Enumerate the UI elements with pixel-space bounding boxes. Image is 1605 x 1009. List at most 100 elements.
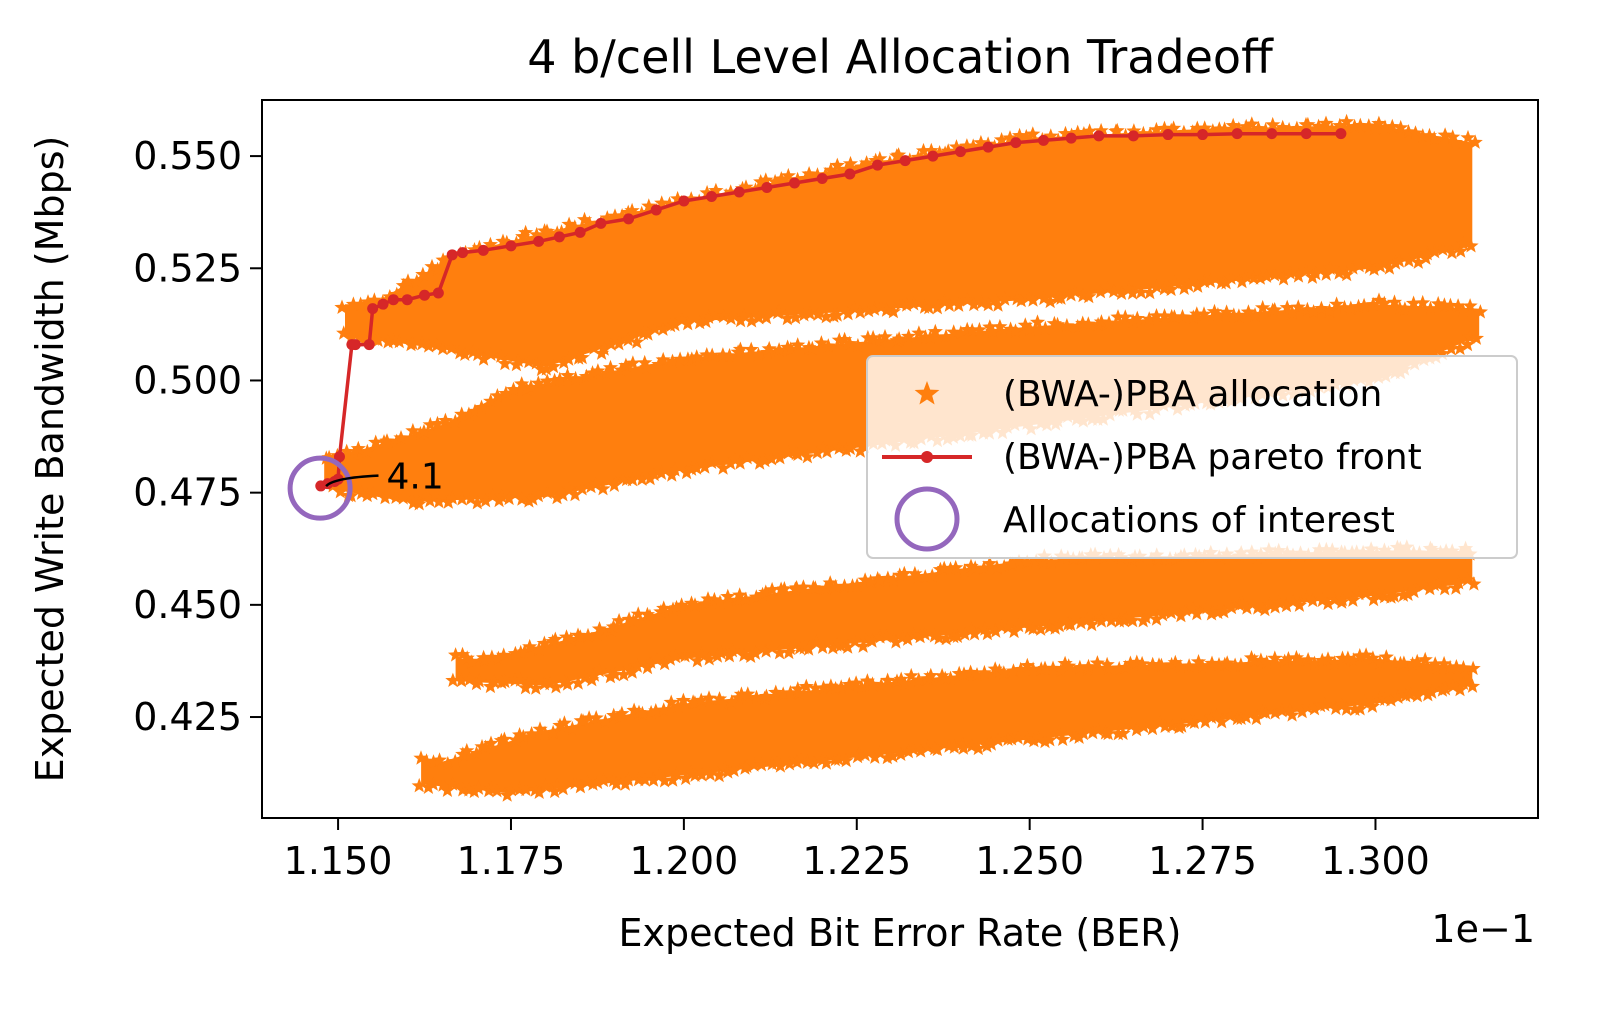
allocation-point xyxy=(1372,258,1388,273)
allocation-point xyxy=(868,152,884,168)
allocation-point xyxy=(1351,585,1367,601)
allocation-point xyxy=(405,422,421,438)
pareto-front-point xyxy=(789,177,801,189)
allocation-point xyxy=(1291,597,1308,612)
allocation-point xyxy=(597,713,613,729)
allocation-point xyxy=(840,306,856,321)
allocation-point xyxy=(1334,591,1350,607)
allocation-point xyxy=(893,671,909,686)
allocation-point xyxy=(1290,299,1306,314)
allocation-point xyxy=(985,323,1001,338)
allocation-point xyxy=(833,679,849,694)
y-tick-label: 0.525 xyxy=(133,246,242,290)
allocation-point xyxy=(764,581,780,597)
allocation-point xyxy=(1463,238,1479,253)
allocation-point xyxy=(782,640,798,656)
allocation-point xyxy=(1134,655,1150,671)
allocation-point xyxy=(476,351,492,366)
pareto-front-point xyxy=(505,240,517,252)
allocation-point xyxy=(1402,686,1418,702)
allocation-point xyxy=(496,731,512,746)
legend-label-allocation: (BWA-)PBA allocation xyxy=(1003,374,1382,415)
allocation-point xyxy=(764,640,780,655)
allocation-point xyxy=(1422,580,1438,596)
allocation-point xyxy=(1085,724,1101,740)
allocation-point xyxy=(1167,654,1183,670)
allocation-point xyxy=(687,597,703,612)
allocation-point xyxy=(1126,123,1142,138)
allocation-point xyxy=(483,780,499,796)
allocation-point xyxy=(1225,117,1241,133)
allocation-point xyxy=(836,578,853,593)
allocation-point xyxy=(539,484,555,500)
allocation-point xyxy=(483,735,499,750)
pareto-front-point xyxy=(816,173,828,185)
allocation-point xyxy=(715,460,731,475)
allocation-point xyxy=(1396,655,1412,670)
allocation-point xyxy=(1300,116,1316,132)
allocation-point xyxy=(837,331,853,347)
allocation-point xyxy=(758,584,774,599)
pareto-front-point xyxy=(1038,134,1050,146)
allocation-point xyxy=(938,630,954,646)
allocation-point xyxy=(987,661,1003,676)
x-axis-offset-label: 1e−1 xyxy=(1431,907,1535,951)
allocation-point xyxy=(736,307,752,323)
allocation-point xyxy=(353,485,370,500)
allocation-point xyxy=(780,167,796,183)
allocation-point xyxy=(1356,297,1372,313)
allocation-point xyxy=(1442,297,1458,313)
allocation-point xyxy=(537,778,554,793)
allocation-point xyxy=(637,354,653,370)
allocation-point xyxy=(359,443,375,459)
allocation-point xyxy=(1259,654,1275,670)
allocation-point xyxy=(1387,255,1404,270)
allocation-point xyxy=(750,347,767,362)
allocation-point xyxy=(1445,678,1461,693)
allocation-point xyxy=(1390,689,1406,704)
allocation-point xyxy=(580,627,596,643)
allocation-point xyxy=(1051,724,1067,740)
allocation-point xyxy=(470,346,486,362)
allocation-point xyxy=(567,219,583,234)
allocation-point xyxy=(1093,314,1109,329)
allocation-point xyxy=(823,162,839,177)
allocation-point xyxy=(1400,586,1416,601)
allocation-point xyxy=(634,705,651,721)
allocation-point xyxy=(545,358,562,374)
allocation-point xyxy=(831,440,847,455)
x-axis-label: Expected Bit Error Rate (BER) xyxy=(618,911,1181,955)
allocation-point xyxy=(1346,652,1362,667)
allocation-point xyxy=(359,487,375,503)
allocation-point xyxy=(1080,316,1096,331)
allocation-point xyxy=(1081,288,1097,304)
allocation-point xyxy=(576,211,593,227)
allocation-point xyxy=(991,663,1007,678)
allocation-point xyxy=(522,638,538,654)
allocation-point xyxy=(395,490,411,505)
allocation-point xyxy=(570,675,586,690)
allocation-point xyxy=(1153,657,1169,673)
allocation-point xyxy=(664,353,681,368)
allocation-point xyxy=(1092,284,1109,299)
allocation-point xyxy=(552,717,568,732)
allocation-point xyxy=(440,494,456,509)
allocation-point xyxy=(656,600,672,615)
allocation-point xyxy=(489,388,505,403)
allocation-point xyxy=(1442,659,1458,675)
allocation-point xyxy=(1444,244,1460,260)
allocation-point xyxy=(801,641,817,656)
allocation-point xyxy=(585,776,601,791)
allocation-point xyxy=(411,777,427,793)
pareto-front-point xyxy=(1231,128,1243,140)
allocation-point xyxy=(490,650,506,666)
allocation-point xyxy=(561,351,577,366)
allocation-point xyxy=(620,772,636,787)
allocation-point xyxy=(461,406,477,421)
allocation-point xyxy=(1148,121,1164,137)
allocation-point xyxy=(674,597,690,612)
allocation-point xyxy=(739,450,755,465)
allocation-point xyxy=(1351,257,1367,273)
allocation-point xyxy=(547,372,563,388)
allocation-point xyxy=(1465,660,1481,676)
